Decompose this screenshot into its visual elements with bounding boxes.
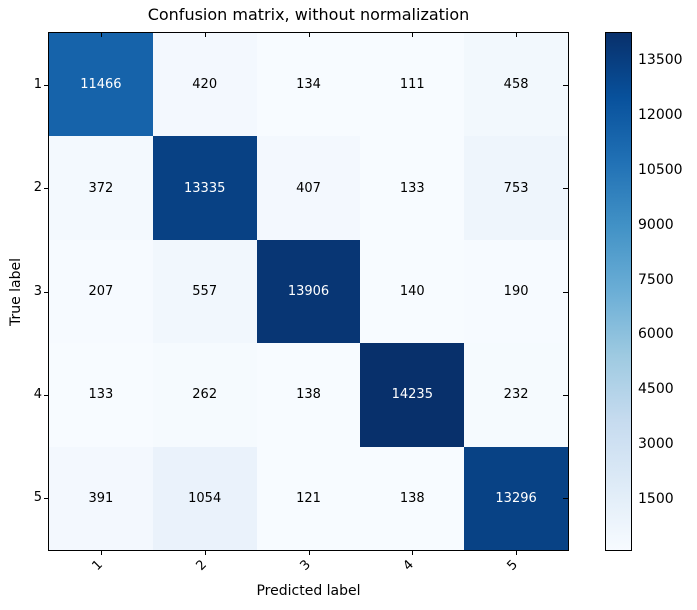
matrix-cell: 111 — [360, 33, 465, 137]
matrix-cell: 190 — [464, 239, 568, 344]
colorbar-tick-label: 9000 — [638, 216, 674, 233]
tick-mark — [101, 33, 102, 37]
x-tick-label: 4 — [400, 557, 418, 574]
matrix-cell: 407 — [256, 136, 361, 240]
matrix-cell: 121 — [256, 446, 361, 550]
matrix-cell: 138 — [360, 446, 465, 550]
matrix-cell: 13906 — [256, 239, 361, 344]
colorbar-tick-label: 4500 — [638, 381, 674, 398]
chart-title: Confusion matrix, without normalization — [147, 5, 470, 24]
tick-mark — [101, 550, 102, 555]
matrix-cell: 232 — [464, 343, 568, 447]
y-tick-label: 3 — [33, 283, 42, 299]
matrix-cell: 13296 — [464, 446, 568, 550]
matrix-cell: 133 — [360, 136, 465, 240]
x-axis-label: Predicted label — [256, 583, 361, 599]
matrix-cell: 11466 — [49, 33, 153, 137]
tick-mark — [516, 33, 517, 37]
tick-mark — [563, 85, 568, 86]
x-tick-label: 1 — [89, 557, 106, 574]
colorbar-tick-label: 10500 — [638, 161, 683, 178]
matrix-cell: 14235 — [360, 343, 465, 447]
tick-mark — [44, 292, 49, 293]
matrix-cell: 140 — [360, 239, 465, 344]
colorbar-tick-label: 3000 — [638, 436, 674, 453]
tick-mark — [44, 85, 49, 86]
tick-mark — [309, 550, 310, 555]
matrix-cell: 458 — [464, 33, 568, 137]
tick-mark — [44, 188, 49, 189]
tick-mark — [412, 33, 413, 37]
x-tick-label: 5 — [504, 557, 521, 574]
matrix-cell: 391 — [49, 446, 153, 550]
tick-mark — [516, 550, 517, 555]
tick-mark — [563, 188, 568, 189]
tick-mark — [205, 550, 206, 555]
matrix-cell: 13335 — [152, 136, 257, 240]
plot-area: 11466 420 134 111 458 372 13335 407 133 753 207 557… — [48, 32, 569, 551]
matrix-cell: 753 — [464, 136, 568, 240]
matrix-cell: 133 — [49, 343, 153, 447]
tick-mark — [412, 550, 413, 555]
matrix-cell: 138 — [256, 343, 361, 447]
tick-mark — [563, 395, 568, 396]
colorbar-tick-label: 12000 — [638, 106, 683, 123]
colorbar-gradient — [606, 33, 631, 550]
colorbar-tick-label: 7500 — [638, 271, 674, 288]
matrix-cell: 207 — [49, 239, 153, 344]
x-tick-label: 3 — [296, 557, 314, 574]
heatmap-grid: 11466 420 134 111 458 372 13335 407 133 753 207 557… — [49, 33, 568, 550]
y-tick-label: 4 — [33, 386, 42, 402]
colorbar — [605, 32, 632, 551]
tick-mark — [563, 292, 568, 293]
colorbar-tick-label: 13500 — [638, 51, 683, 68]
colorbar-tick-label: 1500 — [638, 491, 674, 508]
matrix-cell: 134 — [256, 33, 361, 137]
tick-mark — [309, 33, 310, 37]
matrix-cell: 557 — [152, 239, 257, 344]
y-tick-label: 5 — [33, 490, 42, 506]
colorbar-tick-label: 6000 — [638, 326, 674, 343]
x-tick-label: 2 — [193, 557, 210, 574]
tick-mark — [563, 498, 568, 499]
matrix-cell: 1054 — [152, 446, 257, 550]
matrix-cell: 372 — [49, 136, 153, 240]
tick-mark — [44, 395, 49, 396]
y-tick-label: 1 — [33, 76, 42, 92]
matrix-cell: 420 — [152, 33, 257, 137]
y-tick-label: 2 — [33, 180, 42, 196]
tick-mark — [44, 498, 49, 499]
tick-mark — [205, 33, 206, 37]
matrix-cell: 262 — [152, 343, 257, 447]
